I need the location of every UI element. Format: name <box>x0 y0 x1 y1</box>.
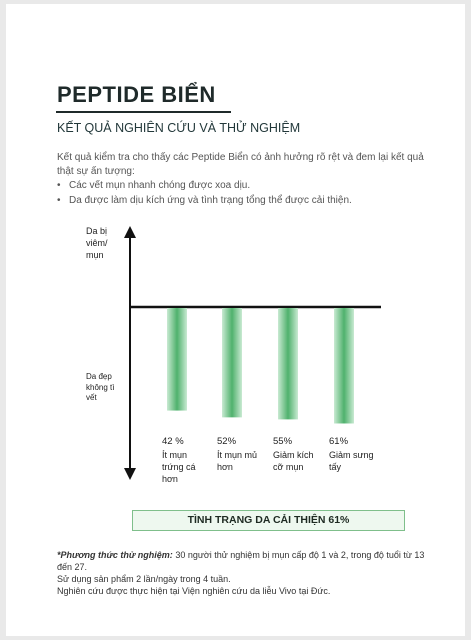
bar <box>334 308 354 424</box>
value-label: 52% <box>217 436 237 447</box>
document-page: PEPTIDE BIỂN KẾT QUẢ NGHIÊN CỨU VÀ THỬ N… <box>6 4 465 636</box>
category-label: Giảm sưng tấy <box>329 450 374 472</box>
bar <box>167 308 187 411</box>
bullet-text: Da được làm dịu kích ứng và tình trạng t… <box>69 195 352 206</box>
value-label: 55% <box>273 436 293 447</box>
note-lead: *Phương thức thử nghiệm: <box>57 550 173 560</box>
value-label: 61% <box>329 436 349 447</box>
bullet-text: Các vết mụn nhanh chóng được xoa dịu. <box>69 180 251 191</box>
subtitle: KẾT QUẢ NGHIÊN CỨU VÀ THỬ NGHIỆM <box>57 121 301 135</box>
note-text: 30 người thử nghiệm bị mụn cấp độ 1 và 2… <box>57 550 425 572</box>
result-banner: TÌNH TRẠNG DA CẢI THIỆN 61% <box>132 510 405 531</box>
intro-text: Kết quả kiểm tra cho thấy các Peptide Bi… <box>57 152 424 177</box>
category-label: Giảm kích cỡ mụn <box>273 450 314 472</box>
footnotes: *Phương thức thử nghiệm: 30 người thử ng… <box>57 549 432 597</box>
axis-label-bottom: Da đẹp không tì vết <box>86 372 115 402</box>
title: PEPTIDE BIỂN <box>57 82 216 107</box>
bullet: Các vết mụn nhanh chóng được xoa dịu. <box>57 180 250 191</box>
bullet: Da được làm dịu kích ứng và tình trạng t… <box>57 195 352 206</box>
bar <box>222 308 242 418</box>
axis-label-top: Da bị viêm/ mụn <box>86 226 108 260</box>
note-line: Nghiên cứu được thực hiện tại Viện nghiê… <box>57 586 331 596</box>
bar <box>278 308 298 420</box>
category-label: Ít mụn trứng cá hơn <box>162 450 196 484</box>
title-rule <box>56 111 231 113</box>
note-line: Sử dụng sản phẩm 2 lần/ngày trong 4 tuần… <box>57 574 231 584</box>
value-label: 42 % <box>162 436 184 447</box>
category-label: Ít mụn mủ hơn <box>217 450 258 472</box>
chart <box>124 226 381 480</box>
